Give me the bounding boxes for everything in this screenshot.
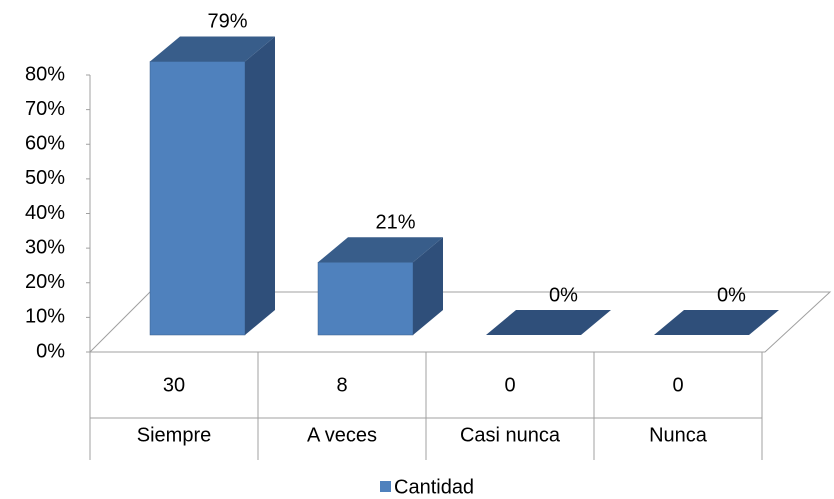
y-tick-label: 30% <box>25 236 65 258</box>
bar-side <box>245 36 275 336</box>
category-label: Nunca <box>649 424 708 446</box>
bar-front <box>149 61 246 336</box>
table-count: 0 <box>672 374 683 396</box>
y-tick-label: 60% <box>25 133 65 155</box>
bar-top <box>150 36 275 62</box>
value-label: 21% <box>375 212 415 234</box>
bar-top <box>318 237 443 263</box>
floor <box>88 291 832 353</box>
value-label: 79% <box>207 11 247 33</box>
category-label: Siempre <box>137 424 211 446</box>
value-label: 0% <box>549 284 578 306</box>
y-tick-label: 80% <box>25 63 65 85</box>
category-label: Casi nunca <box>460 424 561 446</box>
legend-swatch <box>380 481 391 492</box>
table-count: 8 <box>336 374 347 396</box>
y-tick-label: 40% <box>25 202 65 224</box>
value-label: 0% <box>717 284 746 306</box>
y-tick-label: 20% <box>25 271 65 293</box>
legend-label: Cantidad <box>394 476 474 498</box>
y-tick-label: 70% <box>25 98 65 120</box>
bar-side <box>413 237 443 335</box>
y-tick-label: 0% <box>36 340 65 362</box>
table-count: 30 <box>163 374 185 396</box>
category-label: A veces <box>307 424 377 446</box>
bar-front <box>317 262 414 336</box>
table-count: 0 <box>504 374 515 396</box>
y-tick-label: 10% <box>25 306 65 328</box>
bar-top <box>486 310 611 335</box>
y-tick-label: 50% <box>25 167 65 189</box>
bar-top <box>654 310 779 335</box>
